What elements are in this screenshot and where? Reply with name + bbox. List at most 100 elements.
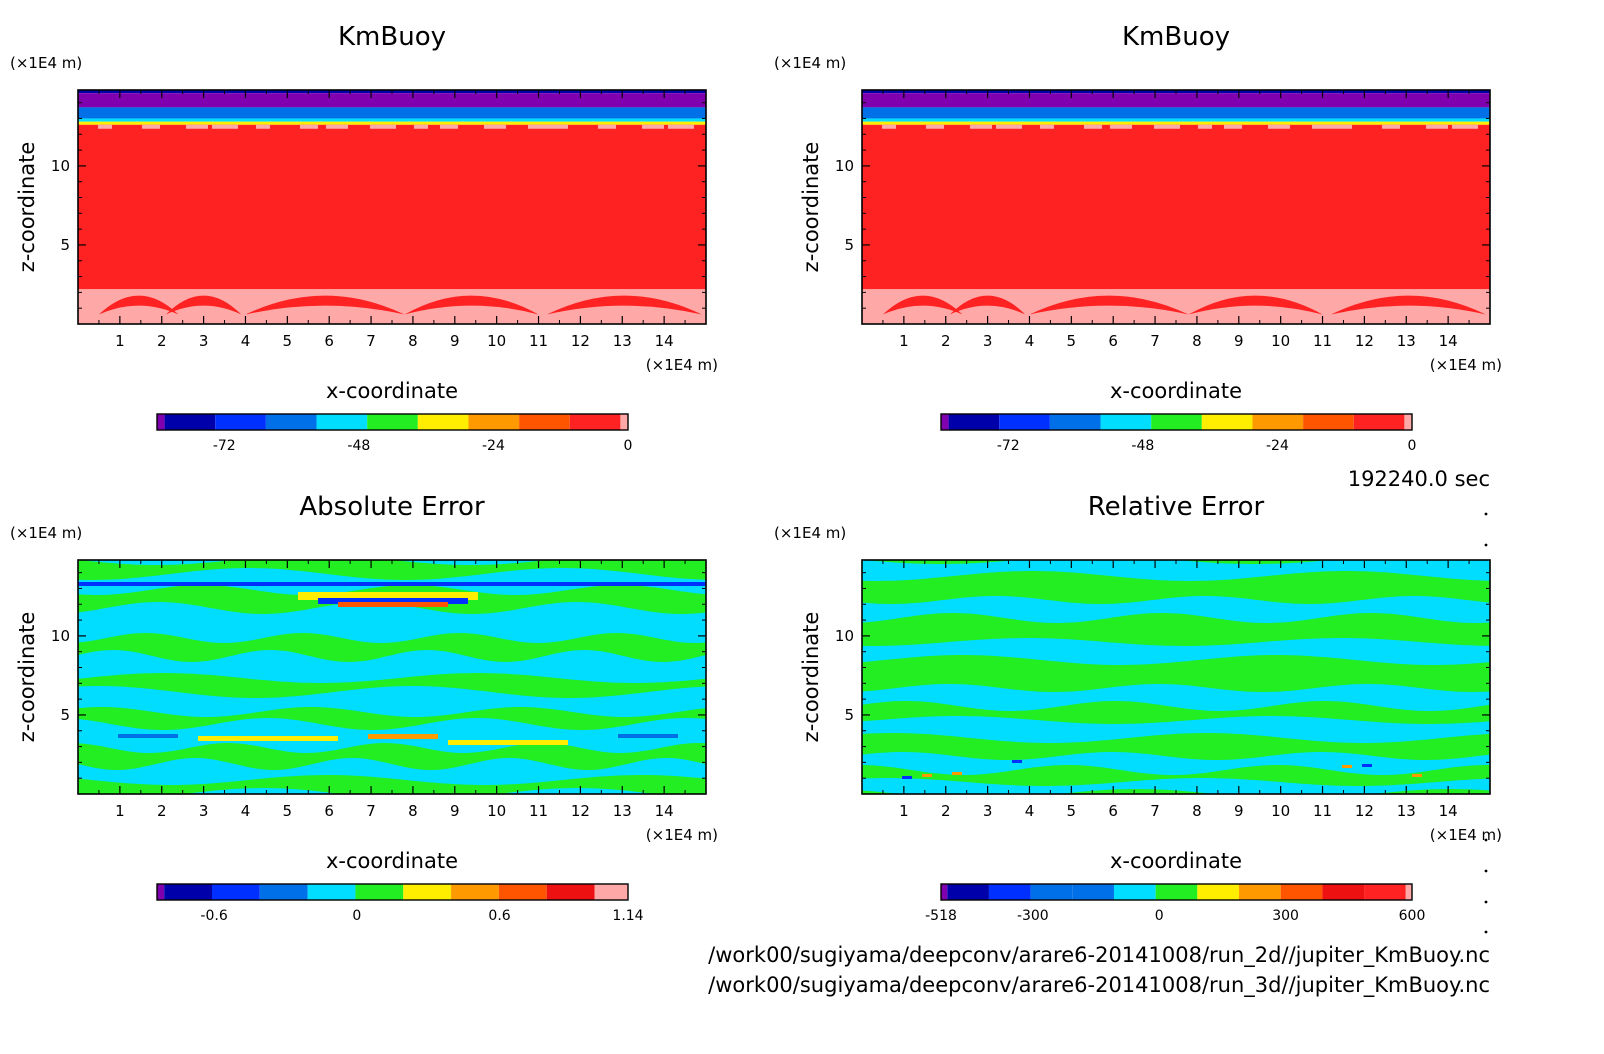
y-unit-label: (×1E4 m) [774, 54, 846, 72]
contour-patch [546, 295, 702, 315]
x-tick-label: 11 [1313, 802, 1332, 820]
y-unit-label: (×1E4 m) [774, 524, 846, 542]
colorbar: -72 -48 -24 0 [940, 413, 1416, 454]
colorbar-tick-label: 600 [1399, 908, 1426, 924]
colorbar-swatch [367, 414, 418, 430]
x-tick-label: 12 [571, 332, 590, 350]
colorbar-tick-label: -72 [997, 438, 1020, 454]
x-tick-label: 11 [1313, 332, 1332, 350]
x-tick-label: 3 [199, 802, 209, 820]
y-axis-label: z-coordinate [15, 612, 39, 743]
contour-patch [882, 124, 896, 129]
contour-patch [1224, 124, 1242, 129]
x-tick-label: 4 [1025, 332, 1035, 350]
y-axis-label: z-coordinate [15, 142, 39, 273]
colorbar-tick-label: -0.6 [200, 908, 227, 924]
x-tick-label: 13 [1397, 802, 1416, 820]
x-tick-label: 3 [199, 332, 209, 350]
contour-layer [78, 93, 706, 108]
colorbar-swatch [215, 414, 266, 430]
colorbar-frame [156, 413, 629, 431]
colorbar-swatch [1405, 884, 1412, 900]
panel-title: KmBuoy [1122, 22, 1230, 52]
contour-patch [1084, 124, 1102, 129]
contour-layer [862, 121, 1490, 125]
colorbar-tick-label: 0 [624, 438, 633, 454]
colorbar-frame [156, 883, 629, 901]
x-tick-label: 5 [1067, 802, 1077, 820]
x-tick-label: 5 [283, 802, 293, 820]
contour-anomaly [448, 740, 568, 745]
x-tick-label: 11 [529, 802, 548, 820]
colorbar-tick-label: 0 [352, 908, 361, 924]
x-tick-label: 2 [157, 802, 167, 820]
colorbar-swatch [546, 884, 595, 900]
colorbar-frame [940, 883, 1413, 901]
colorbar-swatch [1072, 884, 1114, 900]
panel-title: Absolute Error [299, 492, 485, 522]
contour-layer [78, 118, 706, 122]
colorbar-tick-label: -72 [213, 438, 236, 454]
x-tick-label: 10 [487, 332, 506, 350]
x-tick-label: 7 [366, 332, 376, 350]
x-tick-label: 12 [1355, 332, 1374, 350]
colorbar-tick-label: -300 [1017, 908, 1049, 924]
y-tick-label: 10 [835, 157, 854, 175]
panel-relative-error: Relative Error (×1E4 m) (×1E4 m) x-coord… [774, 492, 1502, 924]
contour-band [862, 596, 1490, 623]
x-tick-label: 6 [1108, 332, 1118, 350]
colorbar-swatch [519, 414, 570, 430]
x-tick-label: 5 [1067, 332, 1077, 350]
colorbar-swatch [1113, 884, 1156, 900]
panel-kmbuoy-3d: KmBuoy (×1E4 m) (×1E4 m) x-coordinate z-… [774, 22, 1502, 454]
x-unit-label: (×1E4 m) [1430, 356, 1502, 374]
contour-patch [165, 295, 242, 315]
x-tick-label: 10 [487, 802, 506, 820]
colorbar-tick-label: -518 [925, 908, 957, 924]
x-tick-label: 13 [613, 802, 632, 820]
x-tick-label: 1 [899, 332, 909, 350]
colorbar-swatch [1030, 884, 1073, 900]
timestamp-label: 192240.0 sec [1348, 467, 1490, 491]
contour-patch [300, 124, 318, 129]
colorbar-swatch [1151, 414, 1202, 430]
contour-anomaly [198, 736, 338, 741]
colorbar-swatch [1322, 884, 1365, 900]
x-tick-label: 13 [613, 332, 632, 350]
contour-anomaly [1362, 764, 1372, 767]
colorbar-swatch [316, 414, 368, 430]
contour-patch [554, 124, 568, 129]
colorbar-swatch [948, 414, 1000, 430]
contour-layer [862, 107, 1490, 119]
contour-anomaly [1342, 765, 1352, 768]
file-path-3d: /work00/sugiyama/deepconv/arare6-2014100… [708, 973, 1490, 998]
x-axis-label: x-coordinate [1110, 379, 1242, 403]
colorbar-swatch [164, 414, 216, 430]
colorbar-swatch [307, 884, 356, 900]
colorbar-swatch [947, 884, 989, 900]
colorbar-swatch [1364, 884, 1406, 900]
contour-band [78, 560, 706, 580]
x-tick-label: 1 [115, 332, 125, 350]
x-tick-label: 3 [983, 332, 993, 350]
x-tick-label: 12 [1355, 802, 1374, 820]
colorbar-swatch [1280, 884, 1323, 900]
x-tick-label: 4 [241, 802, 251, 820]
colorbar-swatch [1201, 414, 1253, 430]
colorbar-swatch [1252, 414, 1304, 430]
contour-patch [668, 124, 694, 129]
contour-patch [1382, 124, 1400, 129]
y-tick-label: 10 [51, 157, 70, 175]
contour-anomaly [368, 734, 438, 739]
contour-patch [245, 295, 405, 315]
contour-anomaly [318, 598, 468, 604]
x-tick-label: 6 [324, 802, 334, 820]
x-tick-label: 9 [1234, 802, 1244, 820]
colorbar-tick-label: 300 [1272, 908, 1299, 924]
contour-patch [1040, 124, 1054, 129]
margin-dots [1484, 512, 1488, 934]
heatmap-field [862, 560, 1490, 794]
contour-layer [78, 107, 706, 119]
colorbar-swatch [1303, 414, 1354, 430]
